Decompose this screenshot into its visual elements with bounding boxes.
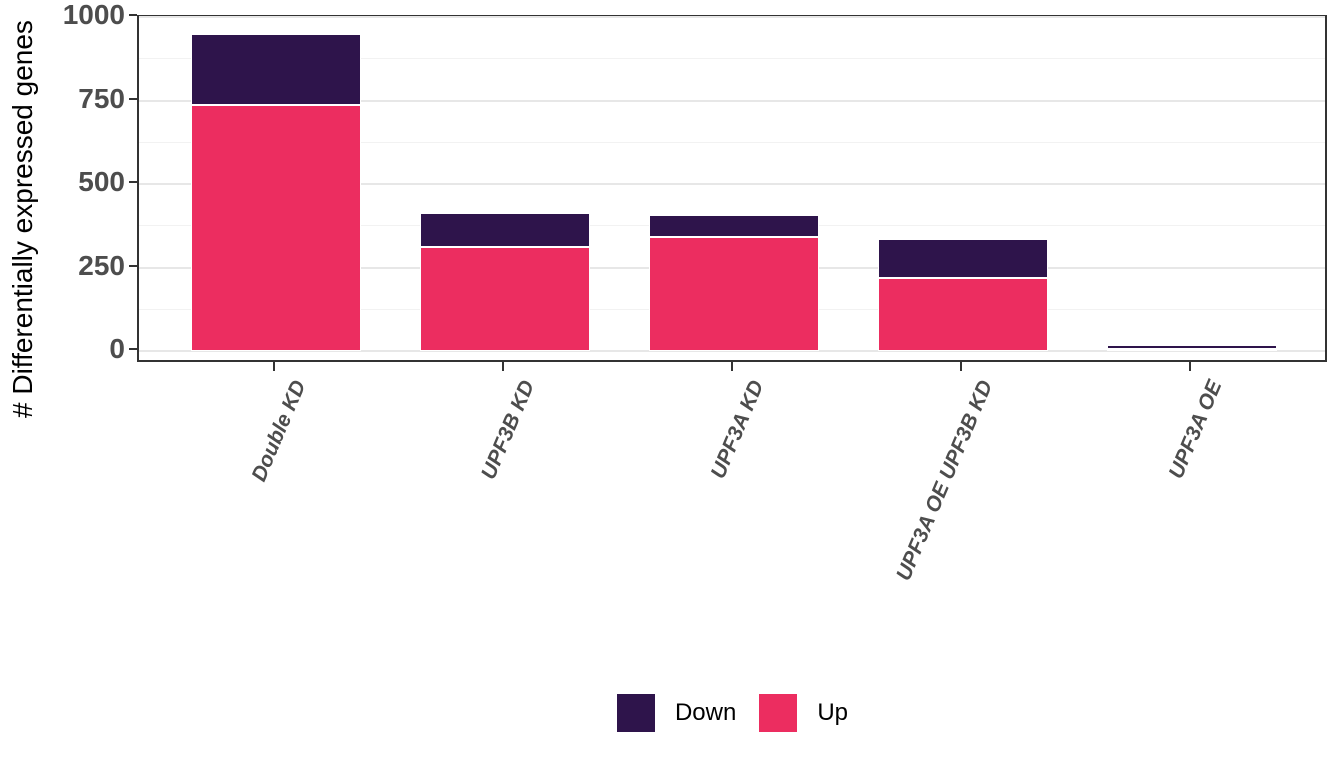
bar-segment-down <box>1107 344 1277 349</box>
y-tick <box>129 97 137 100</box>
bar-upf3a-oe-upf3b-kd <box>878 239 1048 351</box>
bar-segment-up <box>649 237 819 351</box>
legend-item: Up <box>758 693 848 733</box>
x-category-label: UPF3A OE <box>1164 377 1227 482</box>
bar-segment-up <box>420 247 590 351</box>
gridline-major <box>139 16 1325 18</box>
y-tick <box>129 264 137 267</box>
gridline-major <box>139 350 1325 352</box>
y-tick-label: 500 <box>78 166 125 197</box>
bar-segment-down <box>878 239 1048 279</box>
y-tick <box>129 181 137 183</box>
y-tick-label: 0 <box>109 333 125 364</box>
y-tick-label: 250 <box>78 249 125 281</box>
x-tick <box>731 362 733 371</box>
gridline-major <box>139 99 1325 102</box>
x-category-label: UPF3A KD <box>706 377 769 482</box>
gridline-major <box>139 183 1325 185</box>
bar-upf3b-kd <box>420 213 590 351</box>
x-tick <box>502 362 504 371</box>
x-category-label: UPF3B KD <box>476 377 540 483</box>
x-category-label: UPF3A OE UPF3B KD <box>891 377 998 584</box>
y-tick-label: 1000 <box>62 0 125 30</box>
x-tick <box>273 362 275 371</box>
y-tick <box>129 348 137 350</box>
bar-segment-up <box>191 105 361 351</box>
plot-panel <box>137 15 1327 362</box>
x-category-label: Double KD <box>247 377 311 485</box>
bar-segment-down <box>191 33 361 106</box>
bar-segment-up <box>878 278 1048 351</box>
legend-label: Down <box>674 699 737 726</box>
bar-upf3a-oe <box>1107 344 1277 351</box>
bar-segment-down <box>420 213 590 248</box>
x-tick <box>960 362 962 371</box>
bar-segment-up <box>1107 348 1277 351</box>
bar-upf3a-kd <box>649 215 819 351</box>
legend-item: Down <box>615 693 737 733</box>
bar-segment-down <box>649 215 819 238</box>
legend-color-swatch <box>615 693 656 733</box>
gridline-minor <box>139 58 1325 60</box>
y-tick <box>129 14 137 16</box>
bar-double-kd <box>191 33 361 351</box>
y-tick-label: 750 <box>78 82 125 114</box>
x-tick <box>1189 362 1191 371</box>
legend-color-swatch <box>758 693 799 733</box>
legend: Down Up <box>137 693 1327 733</box>
legend-label: Up <box>817 699 849 726</box>
gridline-minor <box>139 141 1325 143</box>
